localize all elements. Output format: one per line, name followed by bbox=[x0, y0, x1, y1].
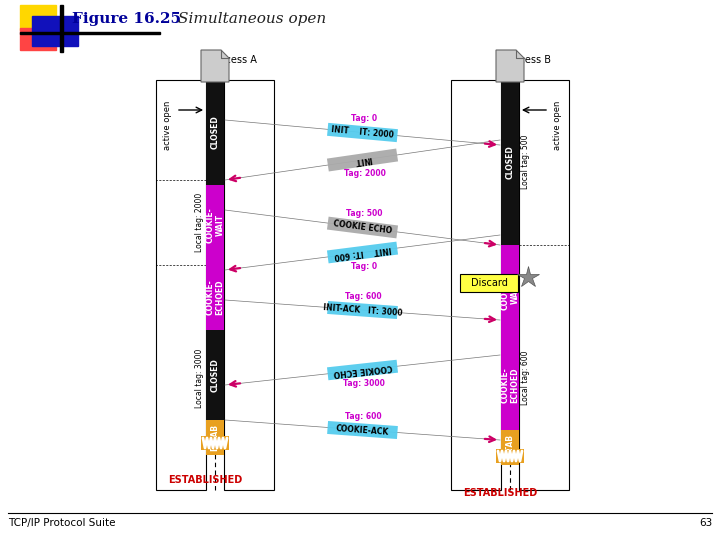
Text: Process B: Process B bbox=[505, 55, 552, 65]
Bar bbox=[519, 80, 569, 490]
Text: 63: 63 bbox=[698, 518, 712, 528]
Bar bbox=[451, 80, 501, 490]
Polygon shape bbox=[201, 50, 229, 82]
Polygon shape bbox=[327, 301, 398, 319]
Bar bbox=[20, 5, 56, 30]
Text: ESTABLISHED: ESTABLISHED bbox=[463, 488, 537, 498]
Text: INIT    IT: 600: INIT IT: 600 bbox=[333, 245, 392, 261]
Polygon shape bbox=[327, 241, 398, 264]
Text: INIT    IT: 2000: INIT IT: 2000 bbox=[331, 125, 394, 140]
Polygon shape bbox=[496, 50, 524, 82]
Polygon shape bbox=[327, 421, 398, 439]
Polygon shape bbox=[327, 217, 398, 238]
Text: active open: active open bbox=[163, 100, 173, 150]
Bar bbox=[206, 80, 224, 185]
Text: COOKIE-
ECHOED: COOKIE- ECHOED bbox=[500, 367, 520, 403]
Bar bbox=[460, 274, 518, 292]
Text: COOKIE ECHO: COOKIE ECHO bbox=[333, 219, 392, 235]
Text: COOKIE-ACK: COOKIE-ACK bbox=[336, 423, 390, 436]
Text: active open: active open bbox=[552, 100, 562, 150]
Bar bbox=[32, 16, 78, 46]
Text: Tag: 3000: Tag: 3000 bbox=[343, 380, 385, 388]
Text: INIT: INIT bbox=[353, 154, 372, 166]
Text: Figure 16.25: Figure 16.25 bbox=[72, 12, 181, 26]
Bar bbox=[501, 245, 519, 340]
Text: Process A: Process A bbox=[210, 55, 256, 65]
Text: COOKIE-
WAIT: COOKIE- WAIT bbox=[205, 207, 225, 243]
Text: Tag: 500: Tag: 500 bbox=[346, 209, 382, 218]
Text: COOKIE ECHO: COOKIE ECHO bbox=[333, 362, 392, 377]
Text: Tag: 0: Tag: 0 bbox=[351, 262, 377, 271]
Bar bbox=[20, 28, 56, 50]
Text: Local tag: 500: Local tag: 500 bbox=[521, 135, 529, 189]
Text: INIT-ACK   IT: 3000: INIT-ACK IT: 3000 bbox=[323, 302, 402, 318]
Text: COOKIE-
WAIT: COOKIE- WAIT bbox=[500, 275, 520, 310]
Polygon shape bbox=[327, 123, 398, 142]
Bar bbox=[206, 330, 224, 420]
Text: CLOSED: CLOSED bbox=[505, 146, 515, 179]
Text: Tag: 0: Tag: 0 bbox=[351, 114, 377, 123]
Text: Tag: 600: Tag: 600 bbox=[345, 411, 382, 421]
Bar bbox=[206, 420, 224, 455]
Text: ESTAB: ESTAB bbox=[210, 424, 220, 451]
Bar bbox=[201, 436, 229, 450]
Text: Tag: 2000: Tag: 2000 bbox=[343, 170, 385, 178]
Bar bbox=[206, 185, 224, 265]
Polygon shape bbox=[327, 360, 398, 380]
Text: Local tag: 600: Local tag: 600 bbox=[521, 351, 529, 405]
Bar bbox=[60, 5, 63, 52]
Bar bbox=[20, 31, 160, 34]
Text: ESTABLISHED: ESTABLISHED bbox=[168, 475, 242, 485]
Text: Simultaneous open: Simultaneous open bbox=[178, 12, 326, 26]
Bar bbox=[501, 430, 519, 465]
Text: Discard: Discard bbox=[471, 278, 508, 288]
Text: CLOSED: CLOSED bbox=[210, 358, 220, 392]
Bar bbox=[156, 80, 206, 490]
Bar bbox=[206, 265, 224, 330]
Bar bbox=[224, 80, 274, 490]
Bar bbox=[496, 449, 524, 463]
Text: Tag: 600: Tag: 600 bbox=[345, 292, 382, 301]
Text: Local tag: 3000: Local tag: 3000 bbox=[196, 348, 204, 408]
Text: CLOSED: CLOSED bbox=[210, 116, 220, 150]
Text: Local tag: 2000: Local tag: 2000 bbox=[196, 192, 204, 252]
Bar bbox=[501, 340, 519, 430]
Polygon shape bbox=[327, 148, 398, 172]
Text: ESTAB: ESTAB bbox=[505, 434, 515, 461]
Text: COOKIE-
ECHOED: COOKIE- ECHOED bbox=[205, 280, 225, 315]
Bar bbox=[501, 80, 519, 245]
Text: TCP/IP Protocol Suite: TCP/IP Protocol Suite bbox=[8, 518, 115, 528]
